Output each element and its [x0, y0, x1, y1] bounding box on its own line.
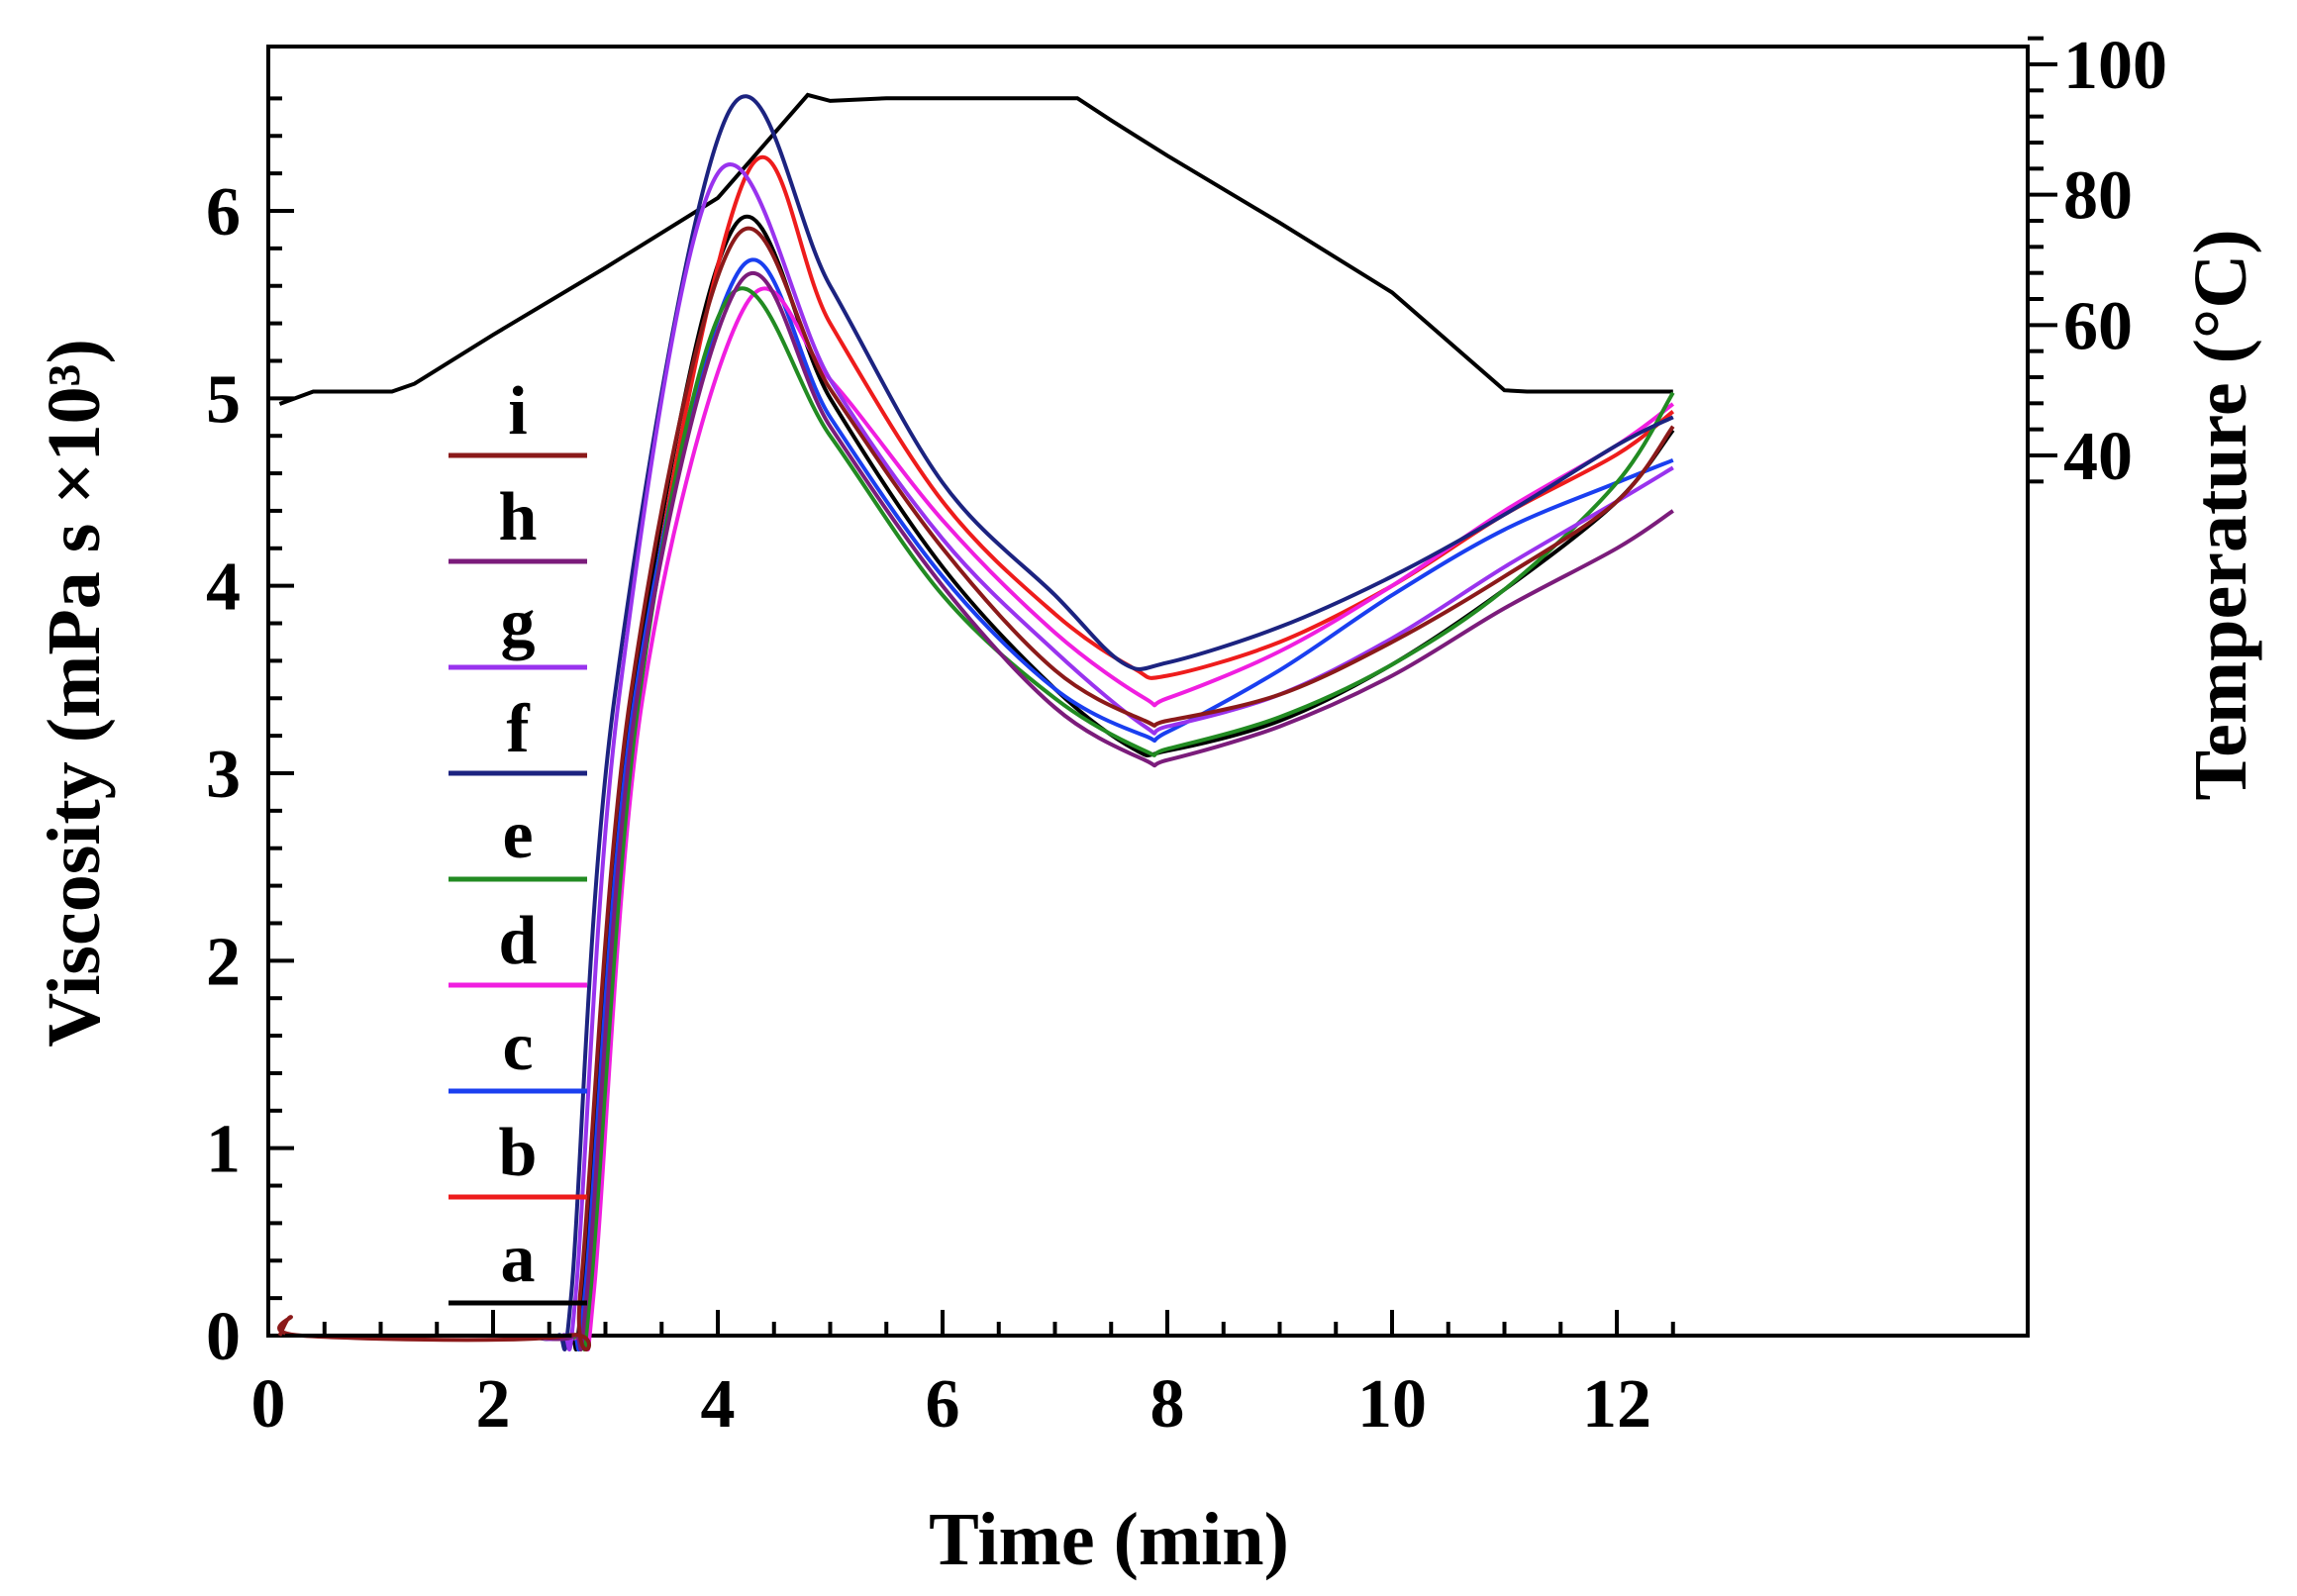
x-tick-label: 2	[476, 1366, 511, 1443]
y2-tick-label: 60	[2063, 288, 2133, 364]
y-tick-label: 2	[206, 924, 241, 1000]
y-axis-title: Viscosity (mPa s ×10³)	[33, 339, 116, 1047]
x-axis-title: Time (min)	[929, 1498, 1289, 1581]
plot-frame	[266, 45, 2030, 1338]
series-line-h	[526, 271, 1674, 1351]
y2-axis-title: Temperature (°C)	[2179, 229, 2262, 800]
x-tick-label: 6	[926, 1366, 960, 1443]
y-tick-label: 4	[206, 549, 241, 626]
y-tick-label: 3	[206, 737, 241, 813]
temperature-layer	[278, 92, 1673, 406]
legend-label-f: f	[506, 691, 530, 767]
legend-label-c: c	[502, 1009, 533, 1085]
legend-label-e: e	[502, 797, 533, 873]
x-tick-label: 8	[1150, 1366, 1185, 1443]
viscosity-series-layer	[277, 94, 1675, 1351]
y2-tick-label: 40	[2063, 419, 2133, 495]
y-tick-label: 1	[206, 1112, 241, 1188]
series-line-e	[526, 286, 1675, 1351]
legend-label-g: g	[501, 585, 536, 661]
legend-label-i: i	[508, 373, 527, 449]
y2-tick-label: 80	[2063, 158, 2133, 235]
legend-label-a: a	[501, 1221, 536, 1297]
x-tick-label: 10	[1357, 1366, 1427, 1443]
y2-tick-label: 100	[2063, 28, 2167, 104]
series-line-c	[526, 257, 1674, 1351]
x-tick-label: 0	[251, 1366, 286, 1443]
series-line-g	[526, 162, 1674, 1351]
series-line-f	[526, 94, 1674, 1351]
temperature-line	[278, 92, 1673, 406]
x-tick-label: 4	[701, 1366, 736, 1443]
series-line-i	[277, 226, 1675, 1351]
axis-ticks	[266, 36, 2057, 1338]
legend-label-d: d	[499, 903, 538, 979]
y-tick-label: 5	[206, 361, 241, 438]
y-tick-label: 0	[206, 1299, 241, 1375]
y-tick-label: 6	[206, 174, 241, 250]
legend-label-b: b	[499, 1115, 538, 1191]
x-tick-label: 12	[1582, 1366, 1651, 1443]
series-line-d	[526, 286, 1674, 1351]
legend-label-h: h	[499, 479, 538, 555]
